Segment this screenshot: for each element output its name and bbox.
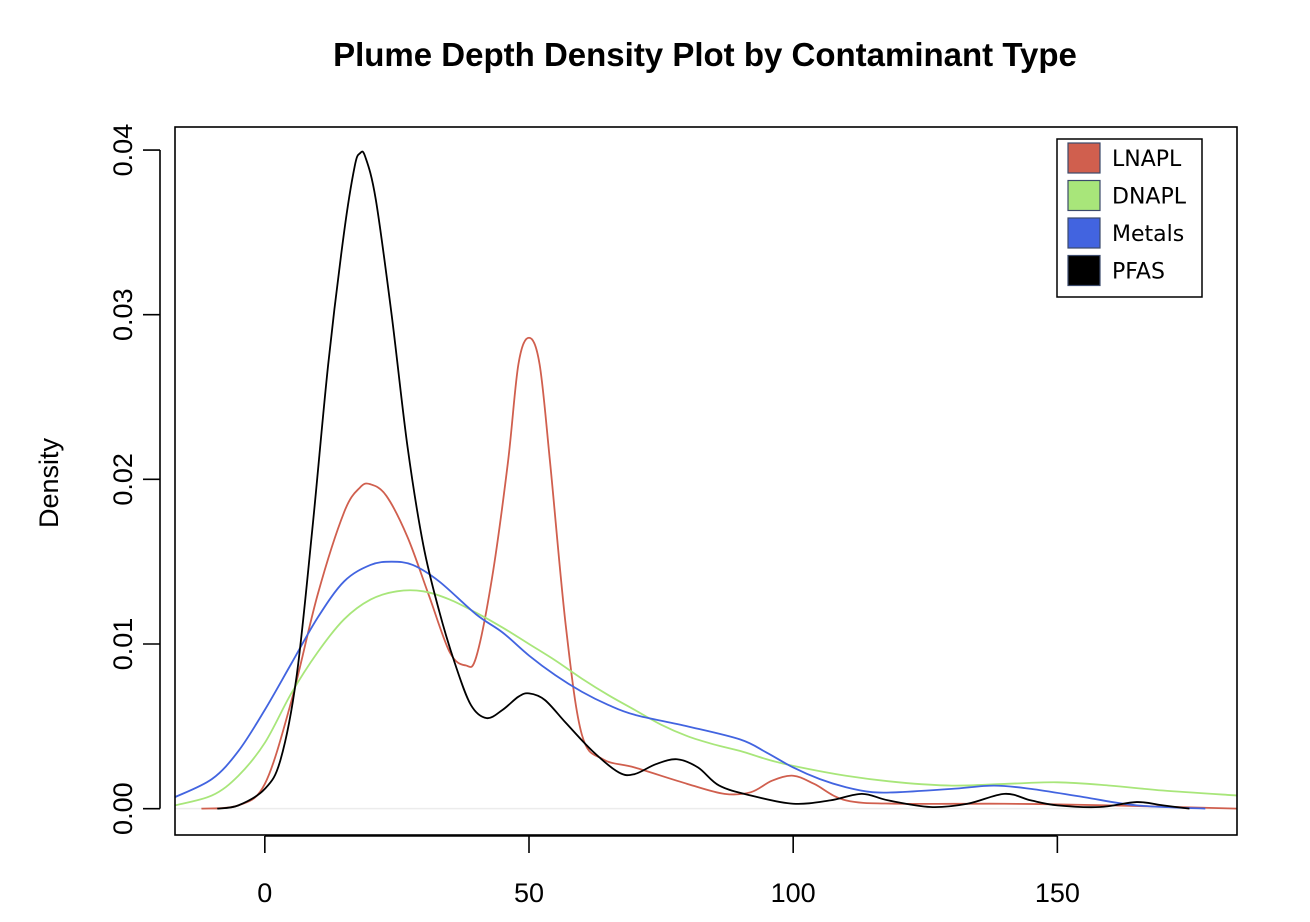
x-axis: 0 50 100 150 bbox=[257, 835, 1080, 908]
x-tick-label: 150 bbox=[1035, 878, 1080, 908]
legend: LNAPL DNAPL Metals PFAS bbox=[1056, 138, 1203, 298]
legend-item-pfas: PFAS bbox=[1067, 254, 1165, 287]
y-tick-label: 0.04 bbox=[108, 124, 138, 177]
plot-frame bbox=[174, 126, 1238, 836]
x-tick-label: 0 bbox=[257, 878, 272, 908]
y-tick-label: 0.03 bbox=[108, 288, 138, 341]
y-axis: 0.00 0.01 0.02 0.03 0.04 bbox=[108, 124, 161, 835]
legend-swatch bbox=[1067, 254, 1101, 287]
series-line-dnapl bbox=[175, 589, 1237, 807]
x-tick-label: 100 bbox=[771, 878, 816, 908]
legend-label: DNAPL bbox=[1112, 185, 1187, 210]
series-line-lnapl bbox=[201, 336, 1237, 810]
legend-item-dnapl: DNAPL bbox=[1067, 179, 1187, 212]
legend-swatch bbox=[1067, 217, 1101, 249]
legend-item-lnapl: LNAPL bbox=[1067, 142, 1182, 174]
y-axis-label: Density bbox=[34, 437, 64, 528]
chart-title: Plume Depth Density Plot by Contaminant … bbox=[333, 36, 1077, 73]
x-tick-label: 50 bbox=[514, 878, 544, 908]
legend-label: LNAPL bbox=[1112, 147, 1182, 172]
series-line-metals bbox=[175, 560, 1206, 810]
legend-swatch bbox=[1067, 179, 1101, 212]
legend-label: Metals bbox=[1112, 222, 1184, 247]
legend-label: PFAS bbox=[1112, 260, 1165, 285]
series-line-pfas bbox=[217, 150, 1190, 810]
legend-item-metals: Metals bbox=[1067, 217, 1184, 249]
series-layer bbox=[175, 150, 1237, 810]
y-tick-label: 0.02 bbox=[108, 453, 138, 506]
y-tick-label: 0.01 bbox=[108, 618, 138, 671]
y-tick-label: 0.00 bbox=[108, 782, 138, 835]
legend-swatch bbox=[1067, 142, 1101, 174]
